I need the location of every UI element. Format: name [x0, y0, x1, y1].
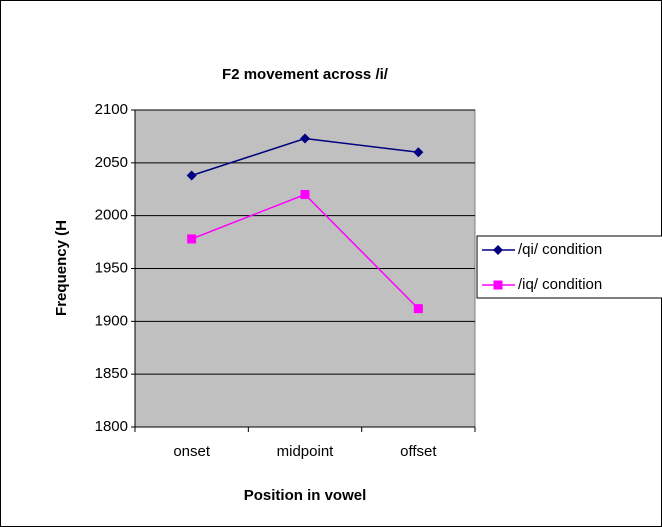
y-axis-label: Frequency (H: [53, 220, 70, 316]
y-tick-label: 1900: [95, 312, 128, 329]
chart-title: F2 movement across /i/: [222, 66, 389, 83]
x-tick-label: midpoint: [277, 443, 335, 460]
y-tick-label: 1950: [95, 259, 128, 276]
x-tick-label: onset: [173, 443, 211, 460]
marker: [187, 234, 197, 244]
marker: [300, 133, 310, 144]
legend-label: /iq/ condition: [518, 276, 602, 293]
marker: [413, 304, 423, 314]
y-tick-label: 1850: [95, 365, 128, 382]
legend-label: /qi/ condition: [518, 241, 602, 258]
y-tick-label: 2050: [95, 154, 128, 171]
y-tick-label: 1800: [95, 418, 128, 435]
x-tick-label: offset: [400, 443, 437, 460]
marker: [413, 147, 424, 158]
legend-marker: [493, 245, 503, 255]
y-tick-label: 2100: [95, 101, 128, 118]
legend-marker: [493, 280, 503, 290]
y-tick-label: 2000: [95, 207, 128, 224]
x-axis-label: Position in vowel: [244, 487, 367, 504]
marker: [186, 170, 197, 181]
legend-box: [476, 235, 662, 299]
marker: [300, 190, 310, 200]
